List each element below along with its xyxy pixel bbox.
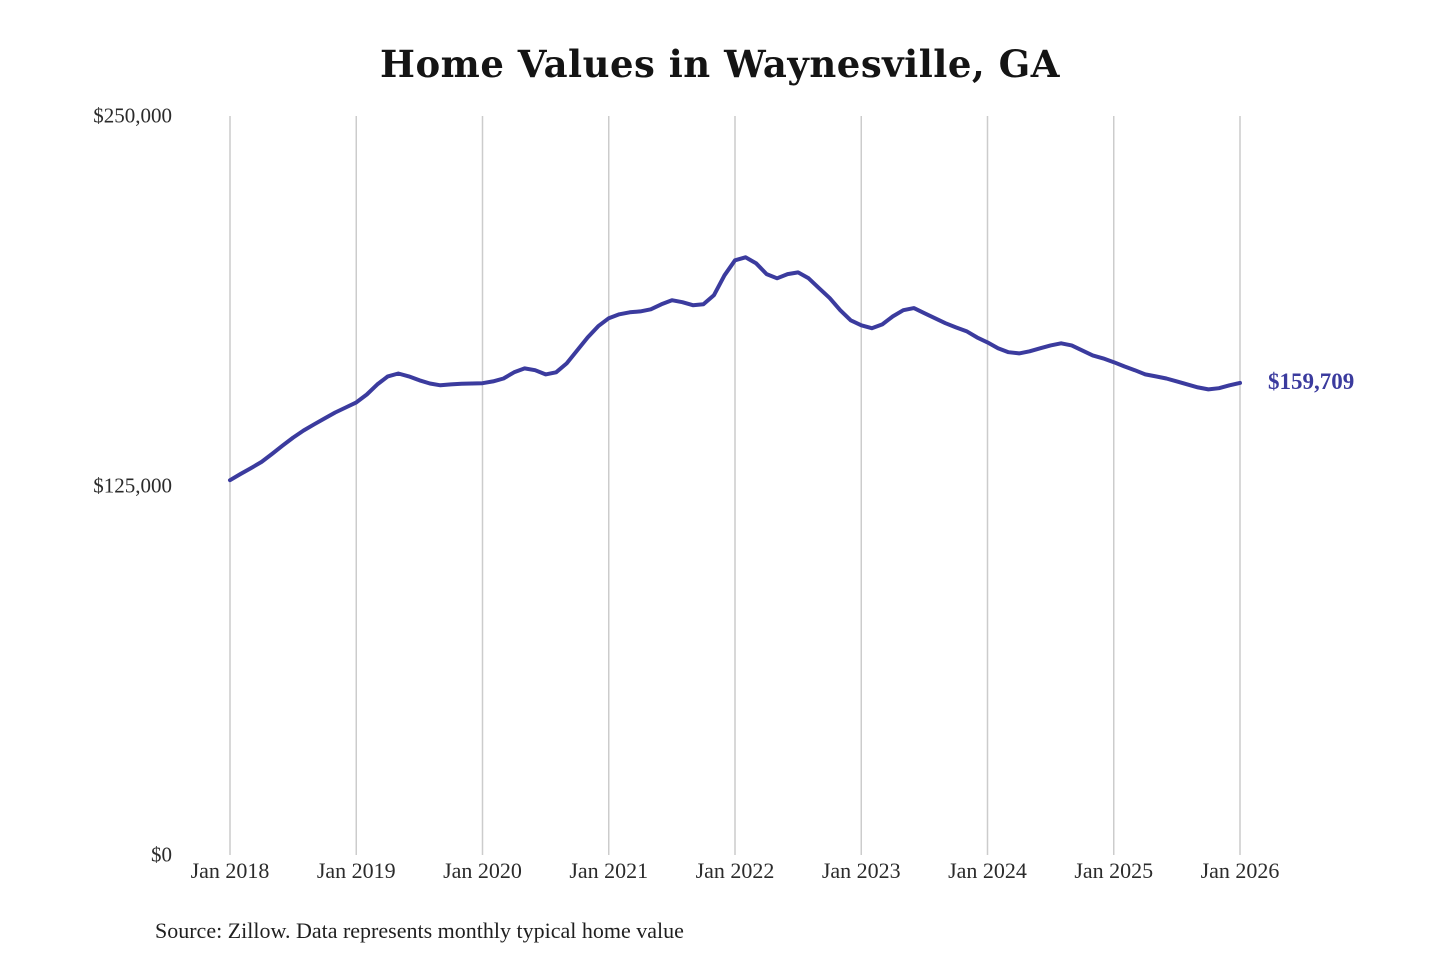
end-value-label: $159,709 — [1268, 368, 1355, 394]
value-line — [228, 255, 1242, 483]
y-tick-label: $0 — [151, 842, 172, 867]
x-tick-label: Jan 2026 — [1200, 858, 1280, 883]
y-tick-label: $250,000 — [93, 103, 172, 128]
chart-title: Home Values in Waynesville, GA — [380, 42, 1060, 86]
x-tick-label: Jan 2023 — [821, 858, 901, 883]
x-tick-label: Jan 2025 — [1074, 858, 1154, 883]
x-tick-label: Jan 2021 — [569, 858, 649, 883]
x-tick-label: Jan 2024 — [948, 858, 1027, 883]
x-tick-label: Jan 2019 — [316, 858, 396, 883]
source-note: Source: Zillow. Data represents monthly … — [155, 918, 684, 943]
x-tick-label: Jan 2022 — [695, 858, 775, 883]
x-tick-label: Jan 2020 — [443, 858, 522, 883]
y-tick-label: $125,000 — [93, 473, 172, 497]
x-tick-label: Jan 2018 — [190, 858, 270, 883]
